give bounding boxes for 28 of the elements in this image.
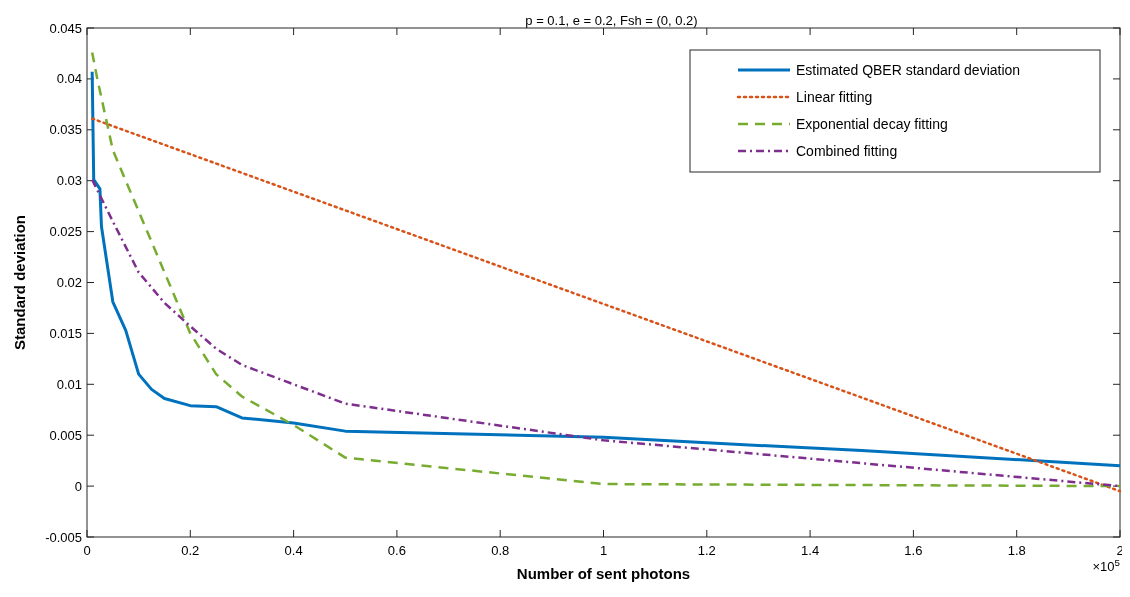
y-tick-label: 0.045 (49, 20, 82, 36)
x-tick-label: 1.2 (697, 543, 716, 558)
x-tick-label: 1 (599, 543, 608, 558)
y-tick-label: 0.025 (49, 224, 82, 240)
x-tick-label: 1.8 (1007, 543, 1026, 558)
y-tick-label: 0.04 (56, 71, 82, 87)
legend-label: Estimated QBER standard deviation (796, 61, 1021, 78)
text: ×10$^{5}$ (1092, 556, 1121, 574)
y-tick-label: 0.005 (49, 427, 82, 443)
y-tick-label: 0.03 (56, 173, 82, 189)
y-axis-title: Standard deviation (11, 214, 28, 351)
legend-label: Combined fitting (796, 142, 898, 159)
x-tick-label: 0.8 (491, 543, 510, 558)
legend-label: Exponential decay fitting (796, 115, 948, 132)
y-tick-label: 0 (74, 478, 82, 494)
x-tick-label: 0.4 (284, 543, 303, 558)
x-tick-label: 1.6 (904, 543, 923, 558)
x-tick-label: 1.4 (801, 543, 820, 558)
y-tick-label: 0.015 (49, 325, 82, 341)
y-tick-label: 0.02 (56, 275, 82, 291)
y-tick-label: 0.035 (49, 122, 82, 138)
x-tick-label: 0.2 (181, 543, 200, 558)
x-axis-title: Number of sent photons (516, 565, 691, 582)
x-tick-label: 0.6 (387, 543, 406, 558)
chart-title: p = 0.1, e = 0.2, Fsh = (0, 0.2) (525, 13, 698, 28)
y-tick-label: -0.005 (45, 529, 82, 545)
legend-label: Linear fitting (796, 88, 873, 105)
y-tick-label: 0.01 (56, 376, 82, 392)
